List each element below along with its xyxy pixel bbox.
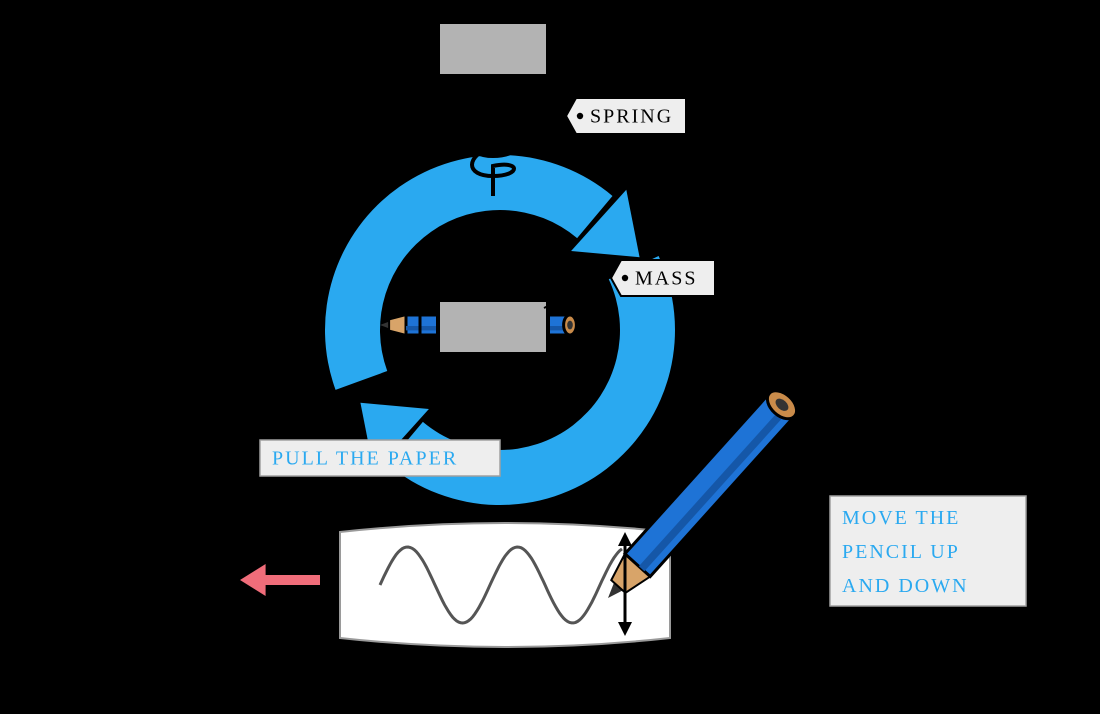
mass-tag-dot bbox=[622, 275, 628, 281]
spring-label: SPRING bbox=[590, 105, 673, 127]
spring-leader bbox=[511, 116, 560, 120]
pull-arrow-head bbox=[240, 564, 266, 596]
move-pencil-l1: MOVE THE bbox=[842, 507, 960, 529]
mass-label: MASS bbox=[635, 267, 697, 289]
move-pencil-l2: PENCIL UP bbox=[842, 541, 960, 563]
move-pencil-l3: AND DOWN bbox=[842, 575, 969, 597]
anchor-block bbox=[438, 22, 548, 76]
mass-leader bbox=[544, 278, 605, 308]
mass-block bbox=[438, 300, 548, 354]
mass-motion-arrow-down bbox=[413, 376, 427, 390]
pull-paper-label: PULL THE PAPER bbox=[272, 447, 458, 469]
mass-motion-arrow-up bbox=[413, 270, 427, 284]
diagram-canvas: SPRING MASS PULL THE PAPER MOVE THE PENCIL U… bbox=[0, 0, 1100, 714]
spring-tag-dot bbox=[577, 113, 583, 119]
